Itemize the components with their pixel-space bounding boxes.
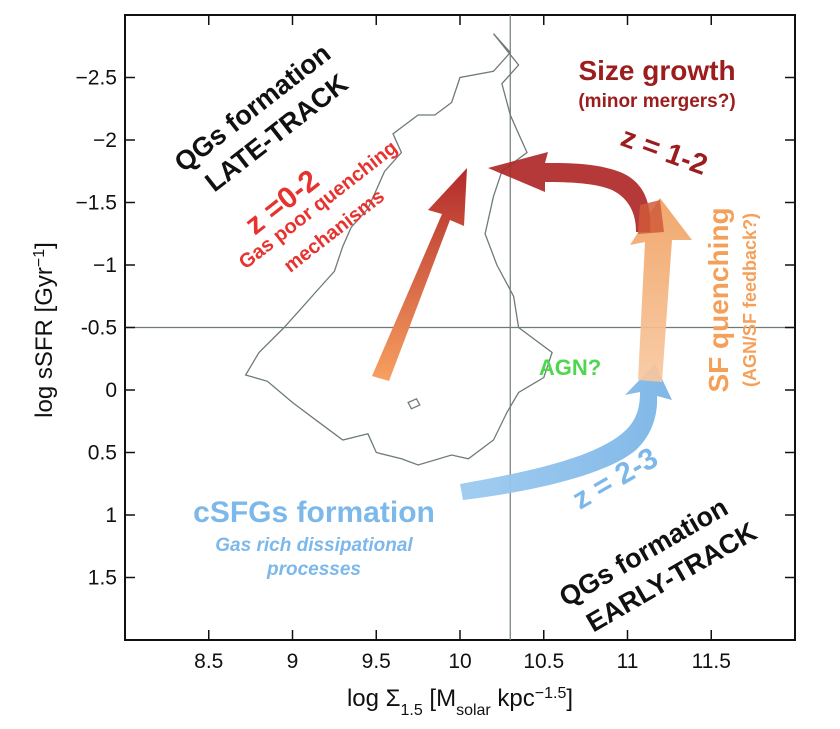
- y-tick-label: 0.5: [88, 442, 117, 465]
- y-tick-label: -0.5: [81, 317, 117, 340]
- y-tick-label: −2: [93, 129, 117, 152]
- x-tick-label: 10.5: [523, 650, 564, 673]
- x-axis-ticks: 8.5 9 9.5 10 10.5 11 11.5: [194, 15, 731, 673]
- x-tick-label: 10: [448, 650, 471, 673]
- data-contour: [244, 33, 553, 466]
- x-tick-label: 11: [617, 650, 639, 673]
- sf-quenching-label: SF quenching: [703, 207, 734, 392]
- y-tick-label: 0: [105, 379, 117, 402]
- y-axis-ticks: −2.5 −2 −1.5 −1 -0.5 0 0.5 1 1.5: [76, 67, 795, 590]
- x-tick-label: 11.5: [692, 650, 731, 673]
- y-tick-label: −2.5: [76, 67, 117, 90]
- sf-quenching-arrow: [630, 198, 692, 382]
- y-tick-label: 1: [105, 504, 117, 527]
- x-tick-label: 8.5: [194, 650, 223, 673]
- y-tick-label: −1: [93, 254, 117, 277]
- csfg-subtitle-line1: Gas rich dissipational: [215, 535, 413, 556]
- size-growth-redshift: z = 1-2: [617, 121, 712, 182]
- csfg-title: cSFGs formation: [193, 496, 435, 529]
- x-tick-label: 9.5: [362, 650, 391, 673]
- size-growth-label: Size growth: [578, 55, 735, 86]
- y-tick-label: 1.5: [88, 567, 117, 590]
- agn-label: AGN?: [539, 355, 601, 380]
- csfg-subtitle-line2: processes: [266, 559, 361, 580]
- agn-sf-feedback-label: (AGN/SF feedback?): [740, 213, 760, 387]
- minor-mergers-label: (minor mergers?): [578, 91, 735, 112]
- late-track-arrow: [372, 168, 467, 381]
- size-growth-arrow: [488, 152, 664, 234]
- y-axis-label: log sSFR [Gyr−1]: [31, 242, 59, 418]
- data-contour-island: [407, 397, 421, 410]
- y-tick-label: −1.5: [76, 192, 117, 215]
- x-tick-label: 9: [287, 650, 299, 673]
- x-axis-label: log Σ1.5 [Msolar kpc−1.5]: [347, 685, 573, 719]
